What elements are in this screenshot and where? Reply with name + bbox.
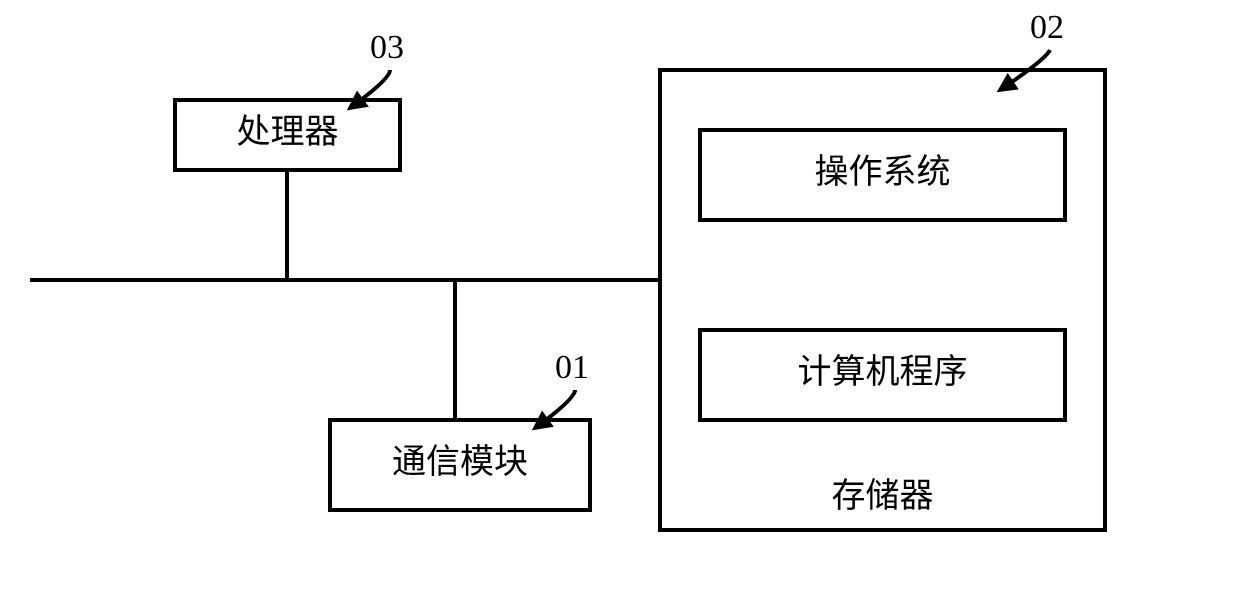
- callout-leader-03: [350, 70, 390, 108]
- box-label-os: 操作系统: [815, 153, 951, 191]
- box-processor: 处理器: [175, 100, 400, 170]
- box-label-program: 计算机程序: [798, 353, 968, 391]
- callout-label-03: 03: [370, 29, 404, 66]
- callout-label-02: 02: [1030, 9, 1064, 46]
- box-label-memory: 存储器: [832, 477, 934, 515]
- box-memory: 存储器: [660, 70, 1105, 530]
- callout-leader-01: [535, 390, 575, 428]
- box-comm: 通信模块: [330, 420, 590, 510]
- box-label-comm: 通信模块: [392, 443, 528, 481]
- callout-label-01: 01: [555, 349, 589, 386]
- box-os: 操作系统: [700, 130, 1065, 220]
- box-label-processor: 处理器: [237, 114, 339, 151]
- box-program: 计算机程序: [700, 330, 1065, 420]
